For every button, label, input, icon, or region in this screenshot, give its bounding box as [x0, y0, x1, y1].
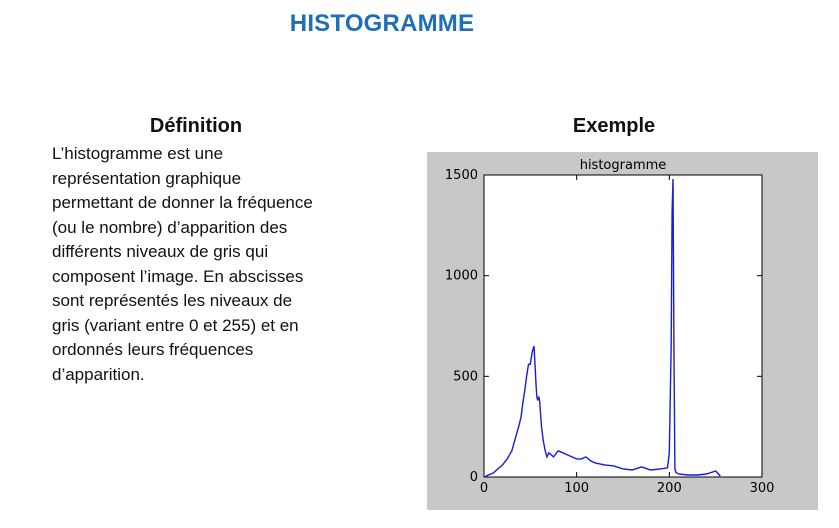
plot-area	[483, 174, 763, 478]
definition-line: différents niveaux de gris qui	[52, 242, 269, 261]
y-tick-label: 1500	[445, 168, 478, 183]
histogram-chart: histogramme 0 100 200 300 0 500 1000 1500	[427, 152, 818, 510]
y-tick-label: 0	[470, 470, 478, 485]
histogram-series-line	[483, 178, 721, 478]
definition-heading: Définition	[149, 115, 243, 137]
axis-ticks: 0 100 200 300 0 500 1000 1500	[445, 168, 775, 496]
y-tick-label: 500	[453, 369, 478, 384]
definition-line: sont représentés les niveaux de	[52, 291, 293, 310]
histogram-svg: histogramme 0 100 200 300 0 500 1000 1500	[445, 158, 775, 496]
x-tick-label: 300	[750, 481, 775, 496]
definition-line: composent l’image. En abscisses	[52, 266, 304, 286]
chart-title: histogramme	[580, 158, 667, 173]
x-tick-label: 200	[657, 481, 682, 496]
example-heading: Exemple	[572, 115, 656, 137]
definition-line: ordonnés leurs fréquences	[52, 340, 254, 359]
definition-line: L’histogramme est une	[52, 144, 224, 163]
x-tick-label: 0	[480, 481, 488, 496]
definition-line: permettant de donner la fréquence	[52, 193, 313, 212]
definition-line: gris (variant entre 0 et 255) et en	[52, 315, 299, 335]
definition-line: d’apparition.	[52, 364, 145, 384]
definition-line: représentation graphique	[52, 168, 242, 188]
definition-text: L’histogramme est une représentation gra…	[52, 142, 367, 387]
page-title: HISTOGRAMME	[289, 10, 475, 37]
x-tick-label: 100	[564, 481, 589, 496]
y-tick-label: 1000	[445, 269, 478, 284]
definition-line: (ou le nombre) d’apparition des	[52, 217, 288, 237]
